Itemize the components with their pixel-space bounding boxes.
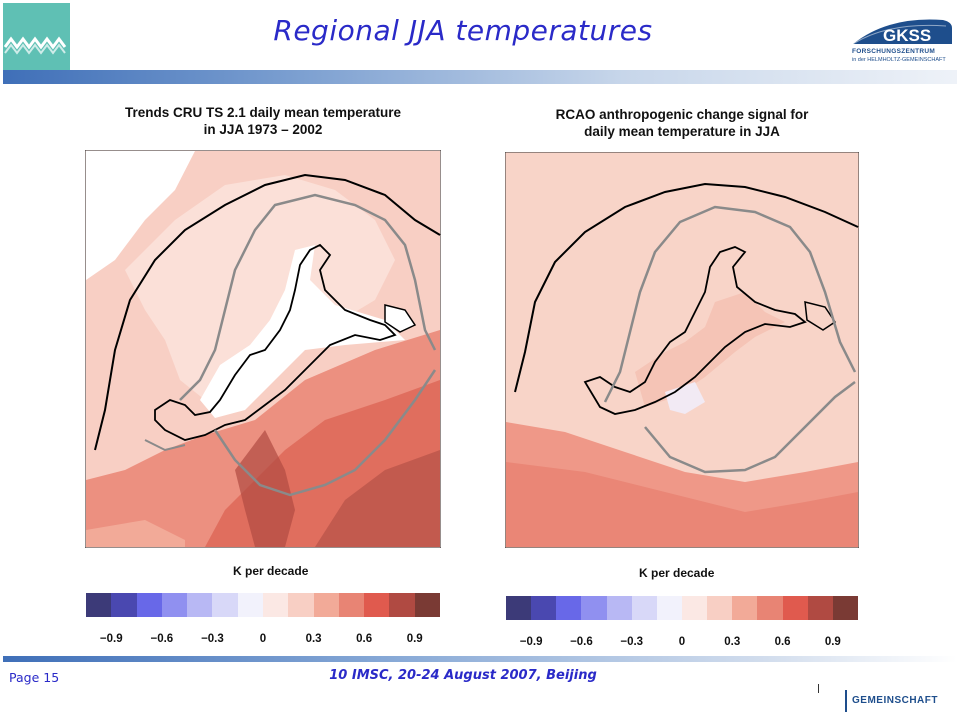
colorbar-tick-label: −0.6	[570, 636, 593, 648]
wave-logo	[3, 3, 70, 70]
left-panel-title-line1: Trends CRU TS 2.1 daily mean temperature	[124, 105, 402, 120]
colorbar-tick-label: 0.9	[824, 636, 841, 648]
colorbar-swatch	[262, 593, 289, 617]
colorbar-swatch	[782, 596, 808, 620]
decorative-mark	[818, 684, 819, 693]
right-colorbar-label: K per decade	[639, 566, 715, 580]
colorbar-tick-label: −0.9	[99, 633, 123, 645]
footer-logo-bar	[845, 690, 847, 712]
right-panel-title: RCAO anthropogenic change signal for dai…	[505, 106, 859, 140]
colorbar-swatch	[161, 593, 188, 617]
colorbar-swatch	[237, 593, 263, 617]
colorbar-tick-label: 0	[678, 636, 686, 648]
gkss-logo	[852, 19, 952, 45]
colorbar-swatch	[681, 596, 708, 620]
colorbar-swatch	[212, 593, 238, 617]
left-panel-title: Trends CRU TS 2.1 daily mean temperature…	[85, 104, 441, 138]
footer-rule	[3, 656, 957, 662]
colorbar-tick-label: 0.9	[406, 633, 423, 645]
page-number: Page 15	[9, 670, 60, 685]
colorbar-swatch	[338, 593, 365, 617]
colorbar-tick-label: 0	[259, 633, 267, 645]
colorbar-swatch	[364, 593, 390, 617]
footer-conference: 10 IMSC, 20-24 August 2007, Beijing	[329, 668, 597, 683]
colorbar-tick-label: 0.3	[305, 633, 322, 645]
right-signal-map	[505, 152, 859, 548]
colorbar-tick-label: 0.6	[774, 636, 791, 648]
colorbar-swatch	[313, 593, 339, 617]
colorbar-swatch	[832, 596, 858, 620]
gkss-subtitle: FORSCHUNGSZENTRUM	[852, 48, 936, 55]
gkss-wordmark: GKSS	[883, 26, 932, 45]
colorbar-swatch	[757, 596, 783, 620]
right-colorbar	[506, 596, 858, 620]
colorbar-swatch	[531, 596, 557, 620]
left-trend-map	[85, 150, 441, 548]
slide-title: Regional JJA temperatures	[273, 14, 653, 47]
colorbar-swatch	[506, 596, 532, 620]
colorbar-tick-label: −0.9	[519, 636, 543, 648]
colorbar-tick-label: −0.6	[150, 633, 174, 645]
left-colorbar-label: K per decade	[233, 564, 309, 578]
left-colorbar	[86, 593, 440, 617]
footer-logo-fragment: GEMEINSCHAFT	[852, 695, 938, 706]
right-panel-title-line1: RCAO anthropogenic change signal for	[555, 107, 809, 122]
colorbar-swatch	[556, 596, 582, 620]
colorbar-swatch	[656, 596, 682, 620]
colorbar-swatch	[732, 596, 758, 620]
colorbar-swatch	[707, 596, 733, 620]
colorbar-swatch	[606, 596, 632, 620]
colorbar-swatch	[389, 593, 415, 617]
colorbar-swatch	[187, 593, 213, 617]
header-rule	[3, 70, 957, 84]
colorbar-swatch	[631, 596, 657, 620]
colorbar-tick-label: 0.6	[356, 633, 373, 645]
colorbar-swatch	[807, 596, 833, 620]
gkss-subtitle-2: in der HELMHOLTZ-GEMEINSCHAFT	[852, 57, 946, 63]
colorbar-tick-label: −0.3	[201, 633, 224, 645]
colorbar-swatch	[111, 593, 137, 617]
colorbar-tick-label: −0.3	[620, 636, 644, 648]
colorbar-swatch	[86, 593, 112, 617]
colorbar-swatch	[136, 593, 162, 617]
colorbar-swatch	[414, 593, 440, 617]
colorbar-swatch	[288, 593, 314, 617]
right-panel-title-line2: daily mean temperature in JJA	[584, 124, 780, 139]
colorbar-tick-label: 0.3	[724, 636, 741, 648]
left-panel-title-line2: in JJA 1973 – 2002	[203, 122, 323, 137]
colorbar-swatch	[581, 596, 607, 620]
